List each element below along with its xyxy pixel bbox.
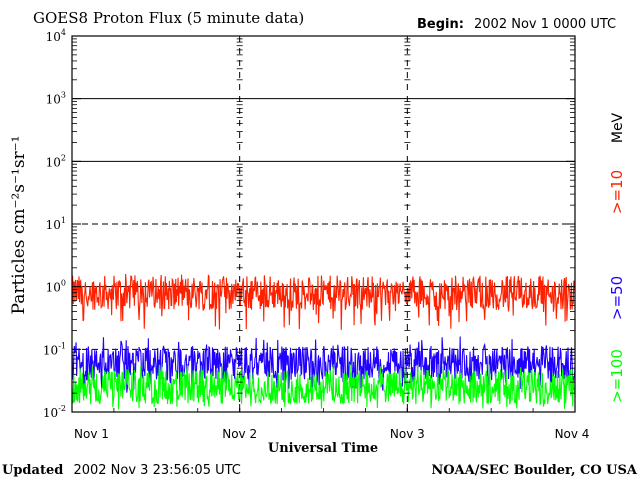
y-tick-label: 102 [46,153,66,169]
y-tick-label: 10-2 [43,404,66,420]
x-axis-label: Universal Time [268,441,378,456]
y-tick-label: 10-1 [43,341,66,357]
y-axis-label: Particles cm⁻²s⁻¹sr⁻¹ [9,136,29,315]
series-line [71,336,576,394]
legend-entry: >=10 [608,170,626,214]
y-tick-label: 103 [46,91,66,107]
y-tick-label: 100 [46,279,66,295]
begin-value: 2002 Nov 1 0000 UTC [474,17,616,32]
x-tick-label: Nov 4 [555,427,590,441]
x-axis: Nov 1 Nov 2 Nov 3 Nov 4 [71,404,590,441]
credit-text: NOAA/SEC Boulder, CO USA [431,463,638,478]
x-tick-label: Nov 2 [222,427,257,441]
updated-value: 2002 Nov 3 23:56:05 UTC [73,463,240,478]
chart-title: GOES8 Proton Flux (5 minute data) [33,9,304,27]
x-tick-label: Nov 3 [390,427,425,441]
begin-label: Begin: [417,17,464,32]
updated-label: Updated [2,463,63,478]
y-tick-label: 104 [46,28,66,44]
grid [72,36,575,412]
y-tick-label: 101 [46,216,66,232]
energy-legend: MeV >=10 >=50 >=100 [608,112,626,402]
series-line [71,363,576,410]
x-tick-label: Nov 1 [74,427,109,441]
updated-line: Updated 2002 Nov 3 23:56:05 UTC [2,463,241,478]
series-group [71,273,576,410]
series-line [71,273,576,330]
legend-unit: MeV [610,112,626,143]
legend-entry: >=50 [608,276,626,320]
legend-entry: >=100 [608,349,626,403]
y-axis: 10-2 10-1 100 101 102 103 104 [43,28,575,420]
